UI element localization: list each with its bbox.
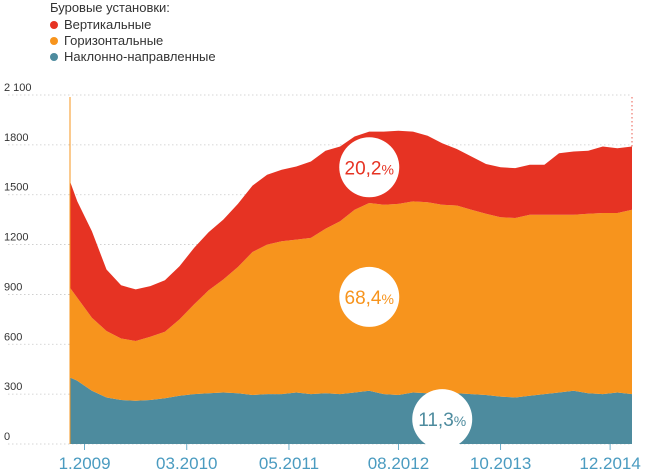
legend-item-directional: Наклонно-направленные xyxy=(50,49,216,65)
percent-badge-circle xyxy=(412,389,473,450)
axis-layer: 0 300 600 900 1200 1500 1800 2 100 1.2009 03.2010… xyxy=(4,82,641,470)
legend-label-horizontal: Горизонтальные xyxy=(64,33,164,48)
y-tick-label: 1800 xyxy=(4,132,28,144)
legend-dot-horizontal xyxy=(50,37,58,45)
area-series-0 xyxy=(70,377,632,444)
y-tick-label: 0 xyxy=(4,431,10,443)
y-tick-label: 2 100 xyxy=(4,82,32,94)
y-tick-label: 900 xyxy=(4,281,22,293)
percent-badge-circle xyxy=(339,266,400,327)
x-tick-label: 08.2012 xyxy=(368,454,429,470)
y-tick-label: 600 xyxy=(4,331,22,343)
area-series-2 xyxy=(70,130,632,341)
x-tick-label: 12.2014 xyxy=(579,454,640,470)
legend-item-vertical: Вертикальные xyxy=(50,17,216,33)
percent-badge-label: 68,4% xyxy=(345,288,394,309)
legend-item-horizontal: Горизонтальные xyxy=(50,33,216,49)
percent-badge-label: 11,3% xyxy=(418,410,466,431)
percent-badge-label: 20,2% xyxy=(345,158,394,179)
y-tick-label: 1500 xyxy=(4,182,28,194)
y-tick-label: 300 xyxy=(4,381,22,393)
legend-title: Буровые установки: xyxy=(50,0,170,15)
percent-badge-circle xyxy=(339,137,400,198)
legend: Буровые установки: Вертикальные Горизонт… xyxy=(50,0,216,65)
x-tick-label: 10.2013 xyxy=(470,454,531,470)
legend-label-vertical: Вертикальные xyxy=(64,17,152,32)
x-tick-label: 05.2011 xyxy=(259,454,319,470)
y-tick-label: 1200 xyxy=(4,232,28,244)
x-tick-label: 1.2009 xyxy=(59,454,111,470)
badge-layer: 20,2% 68,4% 11,3% xyxy=(339,137,473,450)
legend-dot-vertical xyxy=(50,21,58,29)
legend-dot-directional xyxy=(50,53,58,61)
x-tick-label: 03.2010 xyxy=(156,454,217,470)
legend-label-directional: Наклонно-направленные xyxy=(64,49,216,64)
